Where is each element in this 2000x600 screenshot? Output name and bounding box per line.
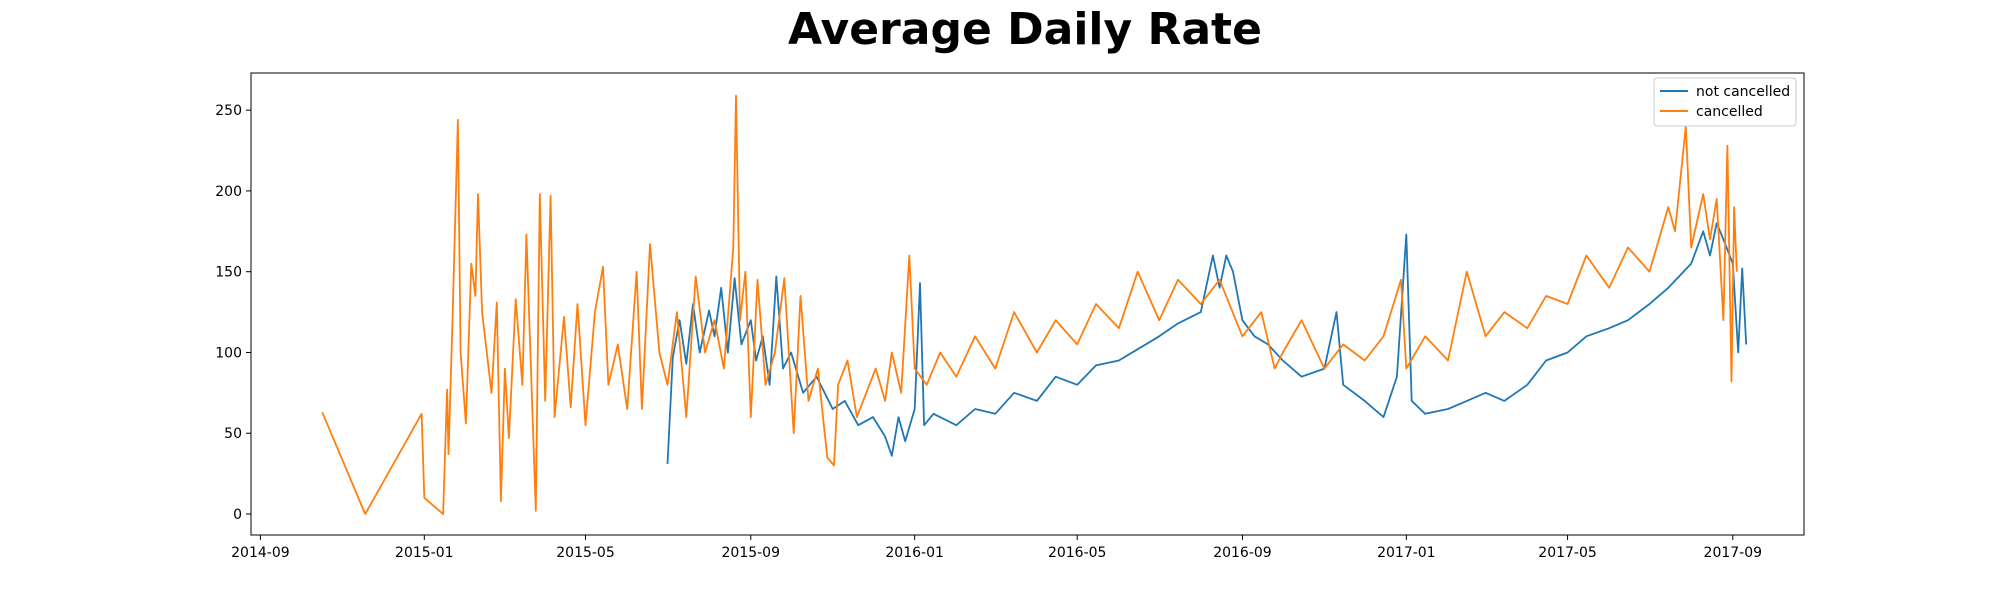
y-axis: 0 50 100 150 200 250 bbox=[215, 103, 251, 523]
x-tick-label-2016-09: 2016-09 bbox=[1213, 545, 1272, 561]
x-tick-label-2014-09: 2014-09 bbox=[231, 545, 290, 561]
y-tick-label-100: 100 bbox=[215, 345, 242, 361]
x-tick-label-2016-01: 2016-01 bbox=[885, 545, 944, 561]
x-tick-label-2015-09: 2015-09 bbox=[722, 545, 781, 561]
y-tick-label-200: 200 bbox=[215, 184, 242, 200]
y-tick-label-50: 50 bbox=[224, 426, 242, 442]
x-tick-label-2017-01: 2017-01 bbox=[1377, 545, 1436, 561]
x-axis: 2014-09 2015-01 2015-05 2015-09 2016-01 2016-… bbox=[231, 535, 1762, 561]
x-tick-label-2017-09: 2017-09 bbox=[1704, 545, 1763, 561]
plot-frame bbox=[250, 72, 1805, 536]
legend-label-cancelled: cancelled bbox=[1696, 104, 1763, 120]
plot-area bbox=[250, 72, 1805, 536]
legend: not cancelled cancelled bbox=[1653, 77, 1797, 127]
x-tick-label-2015-05: 2015-05 bbox=[556, 545, 615, 561]
series-line-not-cancelled bbox=[666, 222, 1748, 464]
x-tick-label-2016-05: 2016-05 bbox=[1048, 545, 1107, 561]
y-tick-label-150: 150 bbox=[215, 265, 242, 281]
x-tick-label-2017-05: 2017-05 bbox=[1538, 545, 1597, 561]
series-line-cancelled bbox=[321, 94, 1738, 515]
y-tick-label-250: 250 bbox=[215, 103, 242, 119]
series-layer bbox=[321, 94, 1748, 515]
y-tick-label-0: 0 bbox=[233, 507, 242, 523]
legend-box bbox=[1653, 77, 1797, 127]
x-tick-label-2015-01: 2015-01 bbox=[395, 545, 454, 561]
legend-label-not-cancelled: not cancelled bbox=[1696, 84, 1790, 100]
chart-title: Average Daily Rate bbox=[788, 4, 1262, 55]
